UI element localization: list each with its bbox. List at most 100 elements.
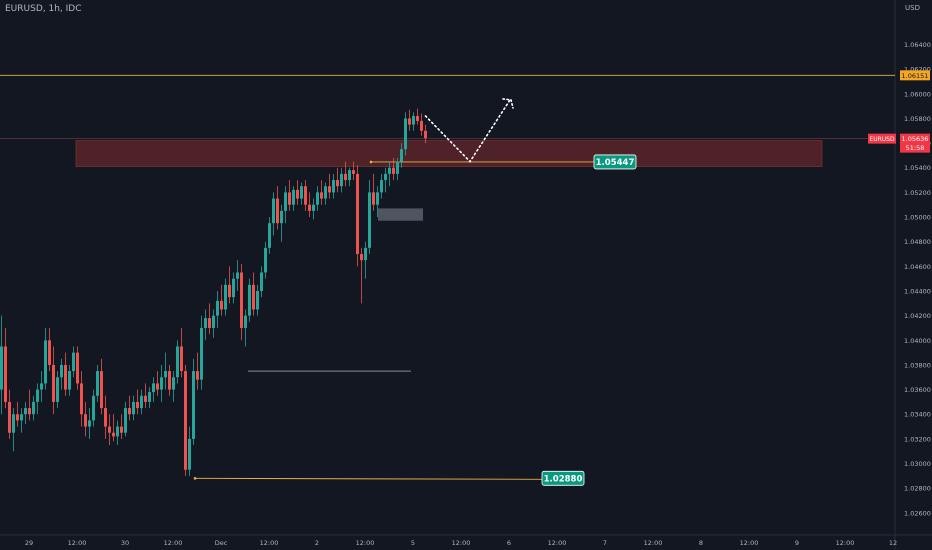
candle-body [80, 383, 83, 415]
y-tick-label: 1.06000 [904, 90, 931, 98]
y-tick-label: 1.03800 [904, 361, 931, 369]
candle-body [416, 115, 419, 121]
candle-body [156, 383, 159, 390]
candle-body [364, 247, 367, 261]
candle-body [52, 364, 55, 402]
candle-body [180, 346, 183, 372]
x-tick-label: 5 [411, 539, 415, 547]
candle-body [220, 300, 223, 310]
candle-body [48, 340, 51, 365]
candle-body [120, 426, 123, 433]
candle-body [124, 408, 127, 433]
candle-body [216, 300, 219, 316]
projection-arrowhead [502, 98, 514, 109]
candle-body [188, 438, 191, 470]
candle-body [348, 170, 351, 181]
candle-body [316, 192, 319, 205]
candle-body [76, 352, 79, 384]
x-tick-label: 12 [889, 539, 897, 547]
candle-body [40, 383, 43, 390]
candle-body [384, 173, 387, 181]
candle-body [272, 198, 275, 224]
candle-body [376, 192, 379, 205]
symbol-tag-bg [868, 133, 896, 144]
candle-body [256, 290, 259, 310]
x-tick-label: 12:00 [68, 539, 87, 547]
x-tick-label: 7 [603, 539, 607, 547]
candle-body [288, 192, 291, 205]
candle-body [276, 198, 279, 224]
x-tick-label: 12:00 [644, 539, 663, 547]
countdown-text: 51:58 [906, 144, 925, 152]
candle-body [292, 189, 295, 205]
candle-body [408, 118, 411, 125]
candle-body [368, 192, 371, 248]
x-tick-label: 12:00 [740, 539, 759, 547]
candle-body [8, 401, 11, 433]
candle-body [152, 383, 155, 393]
y-tick-label: 1.05400 [904, 164, 931, 172]
candle-body [176, 346, 179, 378]
x-tick-label: 2 [315, 539, 319, 547]
candle-body [236, 272, 239, 279]
candle-body [332, 180, 335, 193]
candle-body [96, 371, 99, 396]
axis-tag-top-text: 1.06151 [902, 72, 929, 80]
candle-body [352, 170, 355, 174]
y-tick-label: 1.05800 [904, 115, 931, 123]
candle-body [168, 371, 171, 390]
last-price-text: 1.05636 [902, 135, 929, 143]
level-tag-low-bg [541, 470, 585, 486]
candle-body [36, 389, 39, 402]
level-tag-mid-text: 1.05447 [596, 158, 635, 168]
level-anchor-low [193, 477, 197, 480]
candle-body [172, 377, 175, 390]
x-tick-label: 9 [795, 539, 799, 547]
candle-body [0, 346, 3, 390]
candle-body [164, 371, 167, 378]
candle-body [328, 186, 331, 193]
candle-body [68, 371, 71, 390]
candle-body [412, 115, 415, 125]
candle-body [240, 272, 243, 328]
candle-body [192, 371, 195, 439]
candle-body [296, 189, 299, 199]
candle-body [204, 318, 207, 328]
candle-body [136, 401, 139, 409]
level-tag-low-text: 1.02880 [544, 474, 583, 484]
candle-body [100, 371, 103, 409]
candle-body [56, 377, 59, 402]
candle-body [312, 204, 315, 211]
last-price-tag-bg [900, 133, 930, 153]
x-tick-label: Dec [215, 539, 228, 547]
x-tick-label: 8 [699, 539, 703, 547]
candle-body [420, 120, 423, 131]
candle-body [200, 327, 203, 380]
candle-body [92, 395, 95, 421]
level-tag-low: 1.02880 [541, 470, 585, 486]
symbol-tag-text: EURUSD [869, 136, 895, 143]
candle-body [196, 371, 199, 380]
y-tick-label: 1.04400 [904, 287, 931, 295]
candle-body [144, 395, 147, 402]
level-tag-mid-bg [593, 154, 637, 170]
candle-body [260, 272, 263, 291]
candle-body [252, 284, 255, 310]
projection-path [424, 99, 511, 163]
x-tick-label: 12:00 [836, 539, 855, 547]
axis-tag-top-bg [900, 70, 930, 81]
resistance-zone [75, 140, 823, 167]
candle-body [24, 408, 27, 415]
y-tick-label: 1.06200 [904, 66, 931, 74]
x-tick-label: 12:00 [260, 539, 279, 547]
candle-body [212, 315, 215, 328]
candle-body [284, 192, 287, 211]
candle-body [356, 173, 359, 255]
candle-body [360, 254, 363, 261]
x-tick-label: 12:00 [356, 539, 375, 547]
candle-body [4, 346, 7, 402]
candle-body [12, 414, 15, 433]
y-tick-label: 1.05200 [904, 189, 931, 197]
